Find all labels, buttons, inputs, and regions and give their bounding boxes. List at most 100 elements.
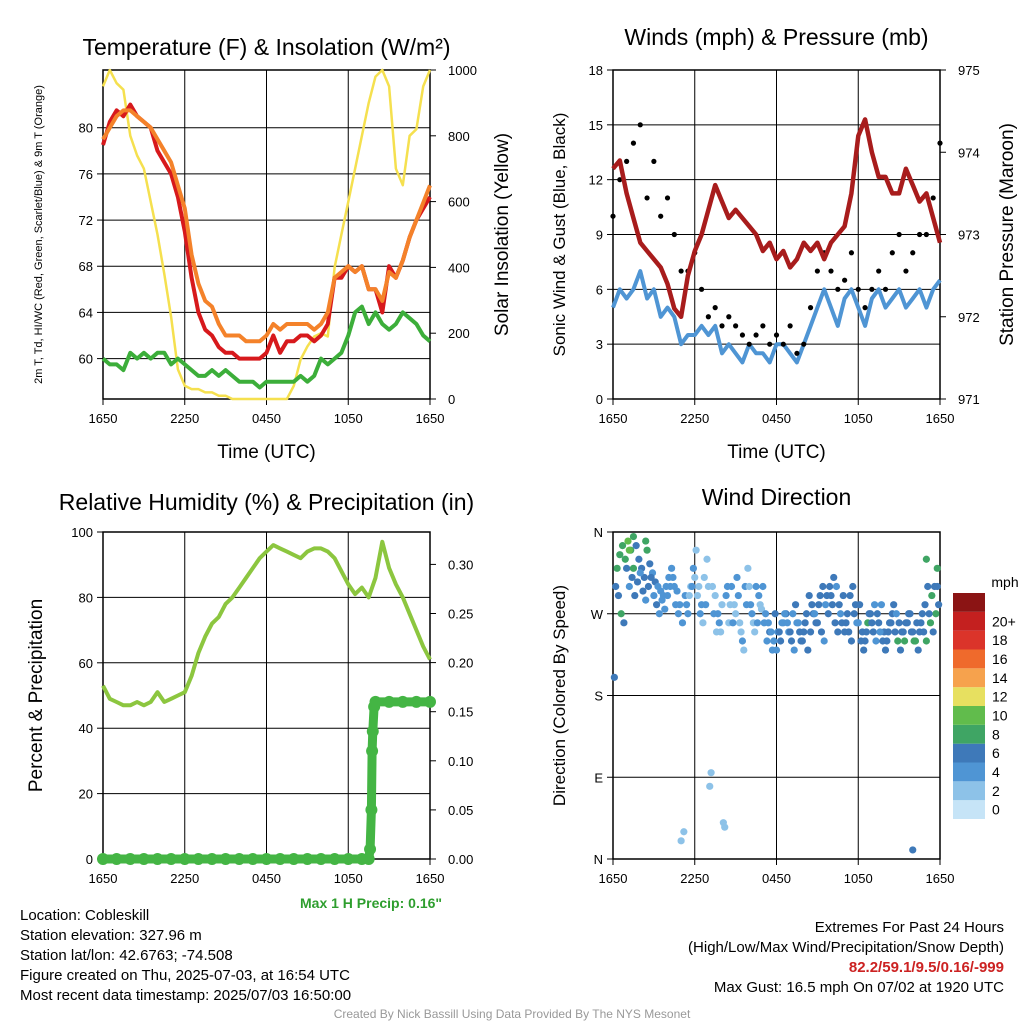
direction-point — [834, 628, 842, 636]
direction-point — [918, 610, 926, 618]
y-axis-label: Direction (Colored By Speed) — [550, 585, 569, 806]
direction-point — [740, 646, 748, 654]
y-right-tick-label: 600 — [448, 195, 470, 210]
direction-point — [688, 582, 696, 591]
gust-point — [801, 341, 807, 347]
direction-point — [751, 628, 759, 636]
y-tick-label: 76 — [79, 167, 93, 182]
direction-point — [914, 646, 922, 654]
direction-point — [631, 591, 639, 600]
direction-point — [706, 782, 714, 790]
y-tick-label: 60 — [79, 352, 93, 367]
direction-point — [876, 628, 884, 636]
direction-point — [789, 610, 797, 618]
colorbar-swatch — [953, 668, 985, 688]
direction-point — [737, 628, 745, 636]
y-right-axis-label: Solar Insolation (Yellow) — [492, 133, 513, 336]
gust-point — [828, 268, 834, 274]
direction-point — [832, 582, 841, 591]
direction-point — [805, 591, 813, 600]
direction-point — [824, 610, 832, 618]
direction-point — [924, 582, 932, 591]
station-info: Location: Cobleskill Station elevation: … — [20, 906, 351, 1006]
direction-point — [703, 555, 711, 563]
x-tick-label: 1650 — [89, 871, 118, 886]
gust-point — [760, 323, 766, 329]
direction-point — [903, 619, 911, 627]
direction-point — [629, 564, 638, 572]
direction-point — [642, 537, 650, 545]
insolation-line — [101, 68, 432, 401]
gust-point — [787, 323, 793, 329]
y-tick-label: 60 — [79, 656, 93, 671]
pressure-line — [611, 117, 943, 320]
direction-point — [849, 582, 857, 591]
direction-point — [678, 619, 687, 627]
extremes-title: Extremes For Past 24 Hours — [814, 919, 1004, 936]
direction-point — [925, 610, 933, 618]
gust-point — [889, 250, 895, 256]
x-tick-label: 1650 — [926, 411, 955, 426]
y-right-tick-label: 0.25 — [448, 607, 473, 622]
direction-point — [909, 628, 917, 636]
direction-point — [933, 582, 941, 591]
x-tick-label: 0450 — [252, 871, 281, 886]
gust-point — [733, 323, 739, 329]
gust-point — [896, 231, 902, 238]
direction-point — [806, 628, 815, 636]
credit-text: Created By Nick Bassill Using Data Provi… — [333, 1007, 691, 1021]
direction-point — [920, 628, 928, 636]
created-text: Figure created on Thu, 2025-07-03, at 16… — [20, 967, 350, 984]
gust-point — [916, 231, 923, 238]
precip-line — [103, 697, 430, 864]
direction-point — [752, 582, 760, 591]
gust-point — [739, 332, 746, 338]
direction-point — [921, 601, 929, 609]
direction-point — [871, 601, 879, 609]
y-tick-label: 6 — [596, 282, 603, 297]
direction-point — [702, 601, 710, 609]
direction-point — [684, 610, 692, 618]
direction-point — [786, 628, 794, 636]
gust-point — [664, 195, 671, 201]
direction-point — [618, 542, 627, 550]
y-tick-label: 40 — [79, 721, 93, 736]
y-tick-label: 80 — [79, 121, 93, 136]
direction-point — [733, 573, 741, 582]
colorbar-swatch — [953, 593, 985, 612]
direction-point — [890, 601, 898, 609]
direction-point — [718, 601, 726, 609]
y-tick-label: 3 — [596, 337, 603, 352]
direction-point — [712, 628, 721, 636]
gust-point — [753, 332, 759, 338]
direction-point — [929, 628, 937, 636]
y-tick-label: 12 — [589, 173, 603, 188]
direction-point — [744, 564, 752, 572]
y-right-tick-label: 974 — [958, 145, 980, 160]
direction-point — [636, 569, 644, 577]
direction-point — [689, 564, 697, 572]
y-right-tick-label: 0.10 — [448, 754, 473, 769]
y-right-tick-label: 200 — [448, 326, 470, 341]
direction-point — [715, 619, 723, 627]
direction-point — [755, 591, 763, 600]
direction-point — [928, 591, 936, 600]
direction-point — [633, 578, 642, 586]
direction-point — [906, 610, 914, 618]
direction-point — [643, 546, 651, 554]
direction-point — [868, 619, 876, 627]
gust-point — [705, 314, 711, 320]
gust-point — [651, 158, 657, 164]
y-right-tick-label: 975 — [958, 63, 980, 78]
gust-point — [780, 341, 786, 347]
direction-point — [723, 582, 732, 591]
direction-point — [800, 628, 808, 636]
direction-point — [872, 637, 880, 645]
direction-point — [711, 591, 719, 600]
direction-point — [696, 610, 704, 618]
gust-point — [869, 286, 875, 292]
direction-point — [820, 637, 828, 645]
direction-point — [836, 610, 845, 618]
